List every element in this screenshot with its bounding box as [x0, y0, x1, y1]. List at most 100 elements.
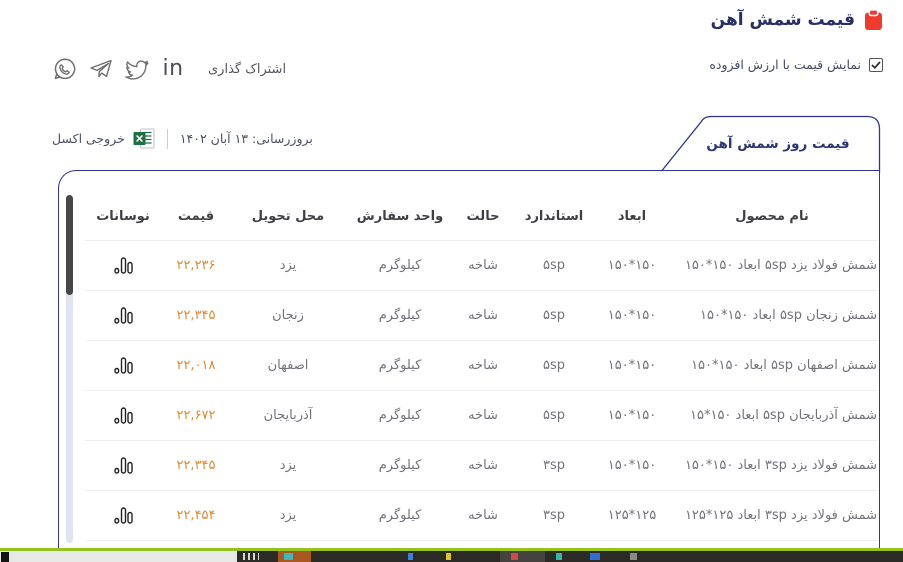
header-fluctuations: نوسانات [96, 209, 150, 224]
cell-price: ۲۲,۴۵۴ [176, 508, 216, 523]
header-state: حالت [466, 209, 500, 224]
whatsapp-icon[interactable] [52, 56, 78, 82]
fluctuation-chart-icon[interactable] [85, 257, 161, 274]
price-table-panel: نام محصول ابعاد استاندارد حالت واحد سفار… [58, 170, 880, 549]
excel-icon [133, 128, 155, 149]
tab-daily-ingot-price[interactable]: قیمت روز شمش آهن [659, 111, 881, 174]
cell-dimensions: ۱۲۵*۱۲۵ [607, 508, 657, 523]
header-price: قیمت [177, 209, 215, 224]
cell-state: شاخه [468, 258, 498, 273]
cell-dimensions: ۱۵۰*۱۵۰ [607, 258, 657, 273]
table-header-row: نام محصول ابعاد استاندارد حالت واحد سفار… [85, 193, 877, 241]
divider [166, 128, 168, 149]
cell-delivery-location: یزد [279, 508, 297, 523]
table-row: شمش فولاد یزد ۳sp ابعاد ۱۲۵*۱۲۵ ۱۲۵*۱۲۵ … [85, 491, 877, 541]
tab-shape [659, 115, 881, 174]
excel-export-button[interactable]: خروجی اکسل [52, 128, 155, 149]
twitter-icon[interactable] [124, 56, 150, 82]
cell-delivery-location: اصفهان [267, 358, 309, 373]
cell-dimensions: ۱۵۰*۱۵۰ [607, 308, 657, 323]
cell-price: ۲۲,۳۴۵ [176, 308, 216, 323]
cell-state: شاخه [468, 458, 498, 473]
header-delivery-location: محل تحویل [251, 209, 325, 224]
taskbar-app-icon[interactable] [630, 553, 637, 560]
taskbar-app-icon[interactable] [243, 553, 259, 560]
cell-standard: ۳sp [542, 508, 565, 523]
fluctuation-chart-icon[interactable] [85, 307, 161, 324]
window-edge-line [0, 548, 903, 551]
fluctuation-chart-icon[interactable] [85, 507, 161, 524]
cell-dimensions: ۱۵۰*۱۵۰ [607, 408, 657, 423]
cell-product-name: شمش فولاد یزد ۳sp ابعاد ۱۵۰*۱۵۰ [684, 458, 877, 473]
taskbar-app-icon[interactable] [284, 553, 293, 560]
cell-order-unit: کیلوگرم [378, 458, 422, 473]
taskbar-app-icon[interactable] [590, 553, 600, 560]
taskbar-app-icon[interactable] [511, 553, 518, 560]
fluctuation-chart-icon[interactable] [85, 357, 161, 374]
taskbar-app-icon[interactable] [446, 553, 451, 560]
excel-export-label: خروجی اکسل [52, 131, 125, 146]
cell-product-name: شمش فولاد یزد ۵sp ابعاد ۱۵۰*۱۵۰ [684, 258, 877, 273]
cell-price: ۲۲,۳۴۵ [176, 458, 216, 473]
vat-checkbox[interactable] [869, 57, 883, 72]
taskbar-corner-mark [1, 552, 9, 562]
cell-order-unit: کیلوگرم [378, 308, 422, 323]
cell-delivery-location: یزد [279, 458, 297, 473]
telegram-icon[interactable] [88, 56, 114, 82]
checkmark-icon [871, 60, 881, 69]
taskbar-app-icon[interactable] [278, 551, 311, 562]
cell-product-name: شمش اصفهان ۵sp ابعاد ۱۵۰*۱۵۰ [691, 358, 877, 373]
scrollbar-thumb[interactable] [66, 195, 73, 295]
fluctuation-chart-icon[interactable] [85, 457, 161, 474]
cell-standard: ۳sp [542, 458, 565, 473]
cell-standard: ۵sp [542, 408, 565, 423]
taskbar-light-segment [0, 551, 237, 562]
clipboard-icon [865, 9, 882, 30]
vat-checkbox-label: نمایش قیمت با ارزش افزوده [709, 57, 861, 72]
tab-label: قیمت روز شمش آهن [706, 136, 850, 152]
cell-state: شاخه [468, 308, 498, 323]
taskbar-app-icon[interactable] [500, 551, 545, 562]
header-product: نام محصول [735, 209, 809, 224]
scrollbar-track[interactable] [66, 195, 73, 543]
cell-order-unit: کیلوگرم [378, 258, 422, 273]
cell-standard: ۵sp [542, 258, 565, 273]
table-row: شمش فولاد یزد ۵sp ابعاد ۱۵۰*۱۵۰ ۱۵۰*۱۵۰ … [85, 241, 877, 291]
taskbar-app-icon[interactable] [408, 553, 413, 560]
linkedin-icon[interactable]: in [162, 56, 184, 81]
fluctuation-chart-icon[interactable] [85, 407, 161, 424]
cell-price: ۲۲,۲۳۶ [176, 258, 216, 273]
header-order-unit: واحد سفارش [356, 209, 444, 224]
cell-product-name: شمش فولاد یزد ۳sp ابعاد ۱۲۵*۱۲۵ [684, 508, 877, 523]
cell-price: ۲۲,۶۷۲ [176, 408, 216, 423]
cell-dimensions: ۱۵۰*۱۵۰ [607, 358, 657, 373]
cell-state: شاخه [468, 408, 498, 423]
header-standard: استاندارد [524, 209, 584, 224]
page-title: قیمت شمش آهن [710, 10, 855, 30]
cell-state: شاخه [468, 358, 498, 373]
table-row: شمش فولاد یزد ۳sp ابعاد ۱۵۰*۱۵۰ ۱۵۰*۱۵۰ … [85, 441, 877, 491]
table-row: شمش اصفهان ۵sp ابعاد ۱۵۰*۱۵۰ ۱۵۰*۱۵۰ ۵sp… [85, 341, 877, 391]
share-row: in اشتراک گذاری [52, 56, 286, 82]
table-row: شمش آذربایجان ۵sp ابعاد ۱۵۰*۱۵ ۱۵۰*۱۵۰ ۵… [85, 391, 877, 441]
cell-standard: ۵sp [542, 308, 565, 323]
taskbar [0, 551, 903, 562]
vat-toggle-row[interactable]: نمایش قیمت با ارزش افزوده [709, 57, 883, 72]
page-header: قیمت شمش آهن [711, 9, 883, 31]
cell-order-unit: کیلوگرم [378, 508, 422, 523]
share-label: اشتراک گذاری [208, 61, 287, 77]
last-update-text: بروزرسانی: ۱۳ آبان ۱۴۰۲ [179, 131, 313, 146]
export-toolbar: بروزرسانی: ۱۳ آبان ۱۴۰۲ خروجی اکسل [52, 128, 313, 149]
price-table: نام محصول ابعاد استاندارد حالت واحد سفار… [85, 193, 877, 541]
cell-order-unit: کیلوگرم [378, 358, 422, 373]
taskbar-app-icon[interactable] [556, 553, 562, 560]
cell-standard: ۵sp [542, 358, 565, 373]
cell-delivery-location: یزد [279, 258, 297, 273]
cell-product-name: شمش آذربایجان ۵sp ابعاد ۱۵۰*۱۵ [690, 408, 877, 423]
cell-state: شاخه [468, 508, 498, 523]
cell-delivery-location: زنجان [272, 308, 304, 323]
header-dimensions: ابعاد [617, 209, 647, 224]
cell-price: ۲۲,۰۱۸ [176, 358, 216, 373]
cell-product-name: شمش زنجان ۵sp ابعاد ۱۵۰*۱۵۰ [700, 308, 877, 323]
